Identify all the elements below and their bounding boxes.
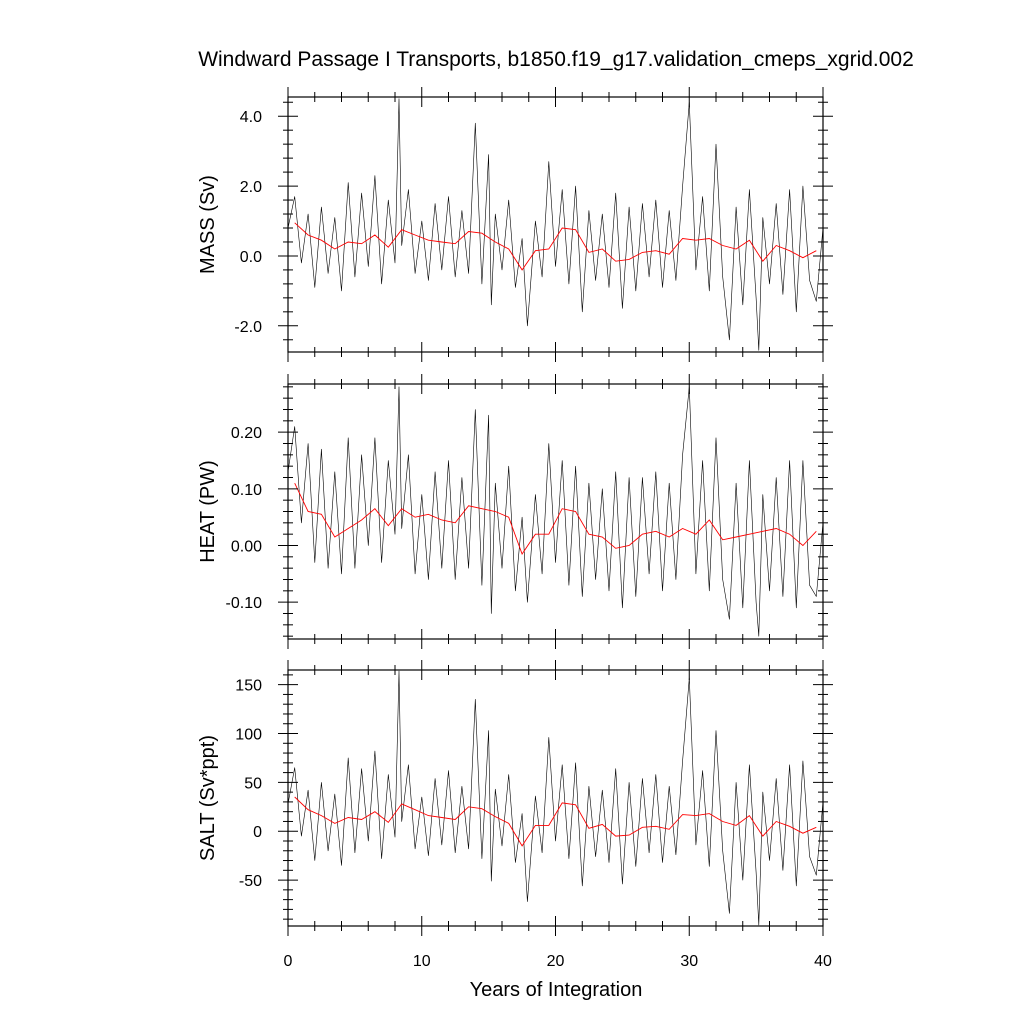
- heat-y-tick-label: 0.00: [231, 539, 262, 556]
- panel-mass: -2.0 0.0 2.0 4.0 MASS (Sv): [197, 87, 833, 362]
- mass-y-axis-label: MASS (Sv): [197, 175, 219, 274]
- x-tick-label: 40: [814, 953, 832, 970]
- x-axis-label: Years of Integration: [470, 979, 643, 1001]
- mass-y-tick-label: 0.0: [240, 249, 262, 266]
- mass-y-tick-label: 4.0: [240, 109, 262, 126]
- mass-monthly-series-line: [288, 98, 823, 351]
- heat-annual-series-line: [294, 483, 817, 555]
- salt-y-tick-label: -50: [239, 873, 262, 890]
- x-tick-label: 0: [284, 953, 293, 970]
- heat-y-tick-label: 0.10: [231, 482, 262, 499]
- heat-y-tick-label: -0.10: [226, 595, 263, 612]
- salt-y-tick-label: 150: [235, 678, 262, 695]
- salt-y-tick-label: 0: [253, 824, 262, 841]
- chart-panels: -2.0 0.0 2.0 4.0 MASS (Sv) -0.10 0.00 0.10 0.20 H…: [197, 87, 833, 936]
- x-tick-label: 20: [547, 953, 565, 970]
- heat-y-tick-label: 0.20: [231, 425, 262, 442]
- x-tick-label: 30: [680, 953, 698, 970]
- salt-annual-series-line: [294, 796, 817, 847]
- panel-salt: -50 0 50 100 150 SALT (Sv*ppt): [197, 660, 833, 936]
- heat-plot-frame: [287, 383, 824, 640]
- salt-y-tick-label: 100: [235, 727, 262, 744]
- salt-monthly-series-line: [288, 670, 823, 926]
- salt-plot-frame: [287, 669, 824, 927]
- mass-plot-frame: [287, 96, 824, 353]
- panel-heat: -0.10 0.00 0.10 0.20 HEAT (PW): [197, 374, 833, 649]
- salt-y-axis-label: SALT (Sv*ppt): [197, 735, 219, 861]
- mass-y-tick-label: 2.0: [240, 179, 262, 196]
- heat-y-axis-label: HEAT (PW): [197, 460, 219, 563]
- x-axis: 0 10 20 30 40: [284, 953, 832, 970]
- salt-y-tick-label: 50: [244, 775, 262, 792]
- mass-annual-series-line: [294, 222, 817, 271]
- mass-y-tick-label: -2.0: [234, 319, 262, 336]
- heat-monthly-series-line: [288, 386, 823, 637]
- x-tick-label: 10: [413, 953, 431, 970]
- chart-title: Windward Passage I Transports, b1850.f19…: [198, 48, 914, 71]
